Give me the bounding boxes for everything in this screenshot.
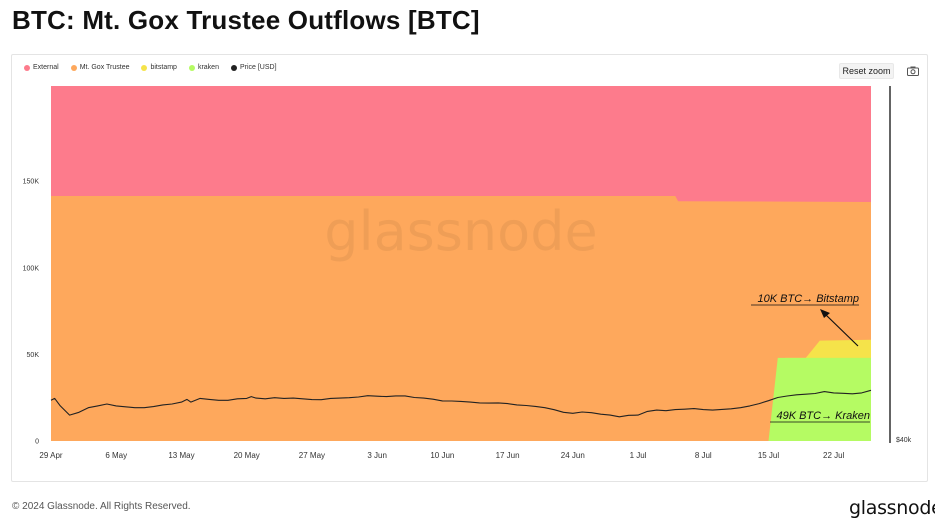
x-tick-label: 29 Apr bbox=[39, 451, 62, 460]
legend-label: Price [USD] bbox=[239, 64, 277, 71]
annotation-arrow-shaft bbox=[824, 313, 859, 347]
area-kraken bbox=[51, 357, 871, 441]
brand-logo: glassnode bbox=[849, 497, 935, 519]
legend-label: kraken bbox=[197, 64, 219, 71]
legend-item[interactable]: Price [USD] bbox=[230, 64, 277, 71]
watermark: glassnode bbox=[324, 200, 597, 263]
reset-zoom-button[interactable]: Reset zoom bbox=[839, 63, 894, 79]
area-mt-gox-trustee bbox=[51, 196, 871, 441]
x-tick-label: 10 Jun bbox=[430, 451, 454, 460]
x-tick-label: 20 May bbox=[234, 451, 260, 460]
legend-item[interactable]: External bbox=[24, 64, 59, 71]
chart-svg[interactable]: glassnode $40k 0 50K 100K 150K 29 Apr 6 May 13 M… bbox=[12, 55, 927, 481]
x-tick-label: 3 Jun bbox=[367, 451, 387, 460]
legend-item[interactable]: bitstamp bbox=[141, 64, 177, 71]
page-title: BTC: Mt. Gox Trustee Outflows [BTC] bbox=[12, 5, 480, 35]
x-tick-label: 22 Jul bbox=[823, 451, 845, 460]
annotation-bitstamp: 10K BTC→ Bitstamp bbox=[758, 293, 859, 305]
legend-marker bbox=[24, 64, 30, 71]
legend-label: bitstamp bbox=[150, 64, 177, 71]
x-tick-label: 17 Jun bbox=[496, 451, 520, 460]
legend-marker bbox=[230, 64, 237, 71]
x-tick-label: 24 Jun bbox=[561, 451, 585, 460]
legend-label: Mt. Gox Trustee bbox=[79, 64, 130, 71]
chart-card: glassnode $40k 0 50K 100K 150K 29 Apr 6 May 13 M… bbox=[11, 54, 928, 482]
chart-legend: External Mt. Gox Trustee bitstamp kraken Pri… bbox=[24, 64, 277, 71]
y-tick-label: 150K bbox=[23, 179, 40, 186]
y-tick-label: 100K bbox=[23, 265, 40, 272]
legend-marker bbox=[70, 64, 77, 71]
x-tick-label: 6 May bbox=[105, 451, 127, 460]
x-tick-label: 1 Jul bbox=[630, 451, 647, 460]
y-tick-label: 0 bbox=[35, 439, 39, 446]
annotation-kraken: 49K BTC→ Kraken bbox=[776, 410, 870, 422]
x-tick-label: 13 May bbox=[168, 451, 194, 460]
series-price-line bbox=[50, 389, 872, 418]
right-axis-label: $40k bbox=[896, 437, 912, 444]
y-tick-label: 50K bbox=[27, 352, 40, 359]
legend-label: External bbox=[33, 64, 59, 71]
annotation-arrow-head bbox=[820, 309, 830, 318]
legend-item[interactable]: kraken bbox=[188, 64, 219, 71]
legend-item[interactable]: Mt. Gox Trustee bbox=[70, 64, 130, 71]
x-tick-label: 8 Jul bbox=[695, 451, 712, 460]
legend-marker bbox=[141, 64, 148, 71]
x-tick-label: 15 Jul bbox=[758, 451, 780, 460]
copyright-text: © 2024 Glassnode. All Rights Reserved. bbox=[12, 501, 191, 512]
camera-icon[interactable] bbox=[907, 66, 919, 76]
x-tick-label: 27 May bbox=[299, 451, 325, 460]
legend-marker bbox=[188, 64, 195, 71]
